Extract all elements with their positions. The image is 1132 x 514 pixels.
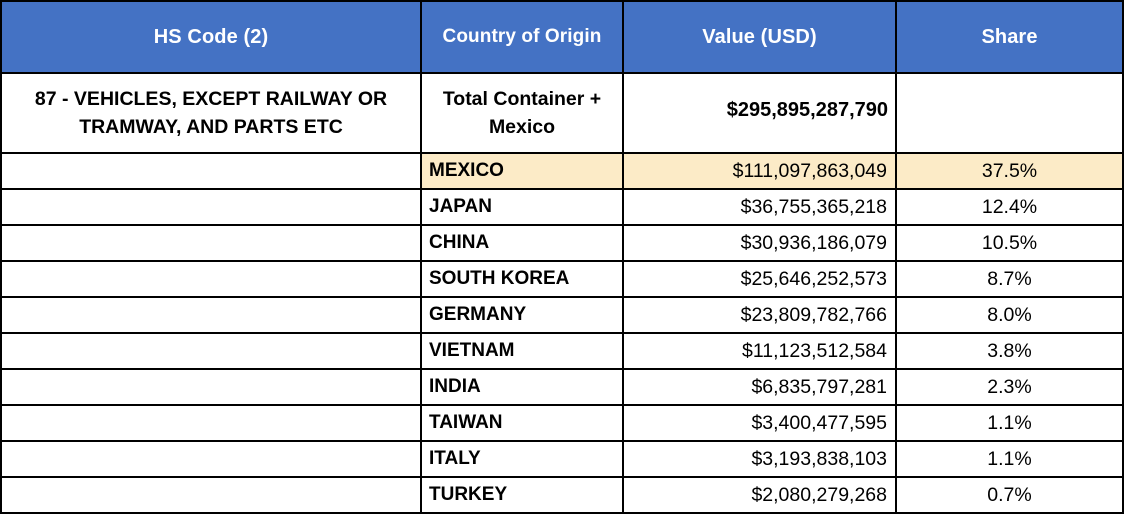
cell-hs-code-description[interactable]: 87 - VEHICLES, EXCEPT RAILWAY OR TRAMWAY… (0, 72, 422, 154)
cell-hs-code[interactable] (0, 224, 422, 262)
cell-hs-code[interactable] (0, 404, 422, 442)
cell-country[interactable]: CHINA (420, 224, 624, 262)
cell-total-share[interactable] (895, 72, 1124, 154)
cell-value[interactable]: $30,936,186,079 (622, 224, 897, 262)
cell-hs-code[interactable] (0, 296, 422, 334)
cell-country[interactable]: TAIWAN (420, 404, 624, 442)
cell-value[interactable]: $36,755,365,218 (622, 188, 897, 226)
cell-country[interactable]: ITALY (420, 440, 624, 478)
cell-hs-code[interactable] (0, 332, 422, 370)
column-header-country-of-origin[interactable]: Country of Origin (420, 0, 624, 74)
cell-total-country[interactable]: Total Container + Mexico (420, 72, 624, 154)
table-row: GERMANY $23,809,782,766 8.0% (0, 296, 1124, 334)
cell-hs-code[interactable] (0, 368, 422, 406)
cell-hs-code[interactable] (0, 260, 422, 298)
cell-country[interactable]: SOUTH KOREA (420, 260, 624, 298)
cell-value[interactable]: $25,646,252,573 (622, 260, 897, 298)
table-row: TAIWAN $3,400,477,595 1.1% (0, 404, 1124, 442)
cell-country[interactable]: MEXICO (420, 152, 624, 190)
cell-hs-code[interactable] (0, 440, 422, 478)
cell-hs-code[interactable] (0, 188, 422, 226)
table-body: 87 - VEHICLES, EXCEPT RAILWAY OR TRAMWAY… (0, 72, 1124, 514)
cell-value[interactable]: $3,400,477,595 (622, 404, 897, 442)
cell-total-value[interactable]: $295,895,287,790 (622, 72, 897, 154)
cell-share[interactable]: 1.1% (895, 440, 1124, 478)
cell-share[interactable]: 37.5% (895, 152, 1124, 190)
cell-share[interactable]: 1.1% (895, 404, 1124, 442)
table-row: INDIA $6,835,797,281 2.3% (0, 368, 1124, 406)
cell-share[interactable]: 0.7% (895, 476, 1124, 514)
cell-country[interactable]: JAPAN (420, 188, 624, 226)
cell-country[interactable]: VIETNAM (420, 332, 624, 370)
table-row: MEXICO $111,097,863,049 37.5% (0, 152, 1124, 190)
cell-share[interactable]: 12.4% (895, 188, 1124, 226)
cell-value[interactable]: $6,835,797,281 (622, 368, 897, 406)
table-row: JAPAN $36,755,365,218 12.4% (0, 188, 1124, 226)
table-header: HS Code (2) Country of Origin Value (USD… (0, 0, 1124, 74)
table-row: CHINA $30,936,186,079 10.5% (0, 224, 1124, 262)
cell-country[interactable]: INDIA (420, 368, 624, 406)
cell-share[interactable]: 10.5% (895, 224, 1124, 262)
cell-value[interactable]: $111,097,863,049 (622, 152, 897, 190)
cell-hs-code[interactable] (0, 476, 422, 514)
table-row: VIETNAM $11,123,512,584 3.8% (0, 332, 1124, 370)
header-row: HS Code (2) Country of Origin Value (USD… (0, 0, 1124, 74)
cell-value[interactable]: $11,123,512,584 (622, 332, 897, 370)
cell-value[interactable]: $2,080,279,268 (622, 476, 897, 514)
cell-value[interactable]: $3,193,838,103 (622, 440, 897, 478)
column-header-share[interactable]: Share (895, 0, 1124, 74)
table-row: ITALY $3,193,838,103 1.1% (0, 440, 1124, 478)
cell-country[interactable]: TURKEY (420, 476, 624, 514)
cell-hs-code[interactable] (0, 152, 422, 190)
table-row: TURKEY $2,080,279,268 0.7% (0, 476, 1124, 514)
cell-value[interactable]: $23,809,782,766 (622, 296, 897, 334)
cell-share[interactable]: 8.0% (895, 296, 1124, 334)
cell-share[interactable]: 2.3% (895, 368, 1124, 406)
cell-share[interactable]: 3.8% (895, 332, 1124, 370)
cell-country[interactable]: GERMANY (420, 296, 624, 334)
cell-share[interactable]: 8.7% (895, 260, 1124, 298)
table-row-total: 87 - VEHICLES, EXCEPT RAILWAY OR TRAMWAY… (0, 72, 1124, 154)
table-row: SOUTH KOREA $25,646,252,573 8.7% (0, 260, 1124, 298)
column-header-value-usd[interactable]: Value (USD) (622, 0, 897, 74)
column-header-hs-code[interactable]: HS Code (2) (0, 0, 422, 74)
